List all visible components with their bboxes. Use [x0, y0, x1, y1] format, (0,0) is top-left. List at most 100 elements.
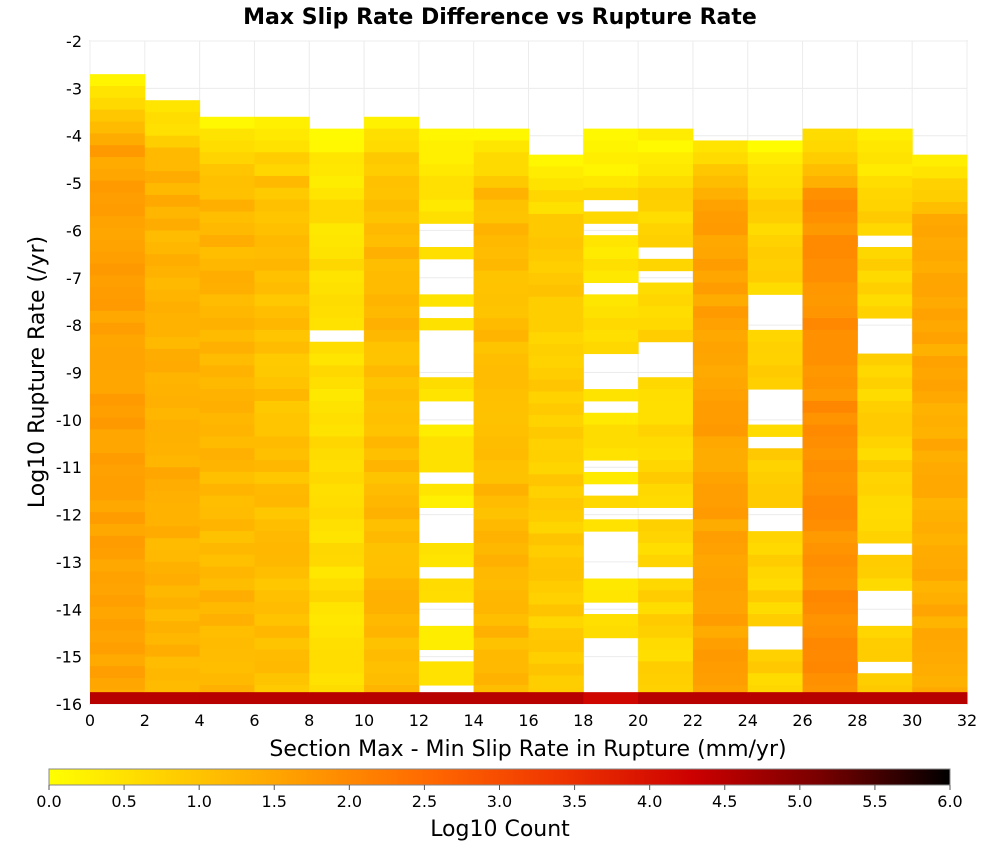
colorbar: [48, 768, 951, 786]
heatmap-cell: [254, 365, 310, 378]
heatmap-cell: [802, 235, 858, 248]
heatmap-cell: [473, 590, 529, 603]
heatmap-cell: [692, 389, 749, 402]
heatmap-cell: [802, 542, 858, 556]
heatmap-cell: [857, 483, 913, 497]
heatmap-cell: [857, 554, 913, 568]
heatmap-cell: [199, 400, 255, 414]
heatmap-cell: [309, 590, 365, 603]
heatmap-cell: [90, 654, 146, 667]
heatmap-cell: [583, 270, 639, 284]
heatmap-cell: [144, 443, 201, 456]
heatmap-cell: [254, 270, 310, 284]
heatmap-cell: [144, 265, 201, 279]
heatmap-cell: [747, 353, 804, 366]
heatmap-cell: [747, 448, 804, 461]
heatmap-cell: [528, 308, 584, 321]
y-tick-label: -9: [66, 364, 82, 383]
heatmap-cell: [802, 128, 858, 141]
heatmap-cell: [364, 436, 420, 449]
heatmap-cell: [692, 353, 749, 366]
heatmap-cell: [912, 450, 968, 463]
heatmap-cell: [199, 353, 255, 366]
heatmap-cell: [692, 294, 749, 307]
heatmap-cell: [473, 412, 529, 426]
heatmap-cell: [912, 675, 968, 688]
heatmap-cell: [638, 460, 694, 473]
heatmap-cell: [747, 531, 804, 544]
heatmap-cell: [309, 152, 365, 165]
y-tick-label: -5: [66, 174, 82, 193]
heatmap-cell: [199, 223, 255, 236]
heatmap-cell: [638, 483, 694, 497]
heatmap-cell: [528, 284, 584, 298]
heatmap-cell: [309, 187, 365, 201]
heatmap-cell: [473, 164, 529, 177]
heatmap-cell: [199, 519, 255, 532]
heatmap-cell: [802, 483, 858, 497]
heatmap-cell: [199, 614, 255, 627]
heatmap-cell: [857, 282, 913, 295]
heatmap-cell: [473, 471, 529, 485]
heatmap-cell: [254, 614, 310, 627]
heatmap-cell: [692, 270, 749, 284]
heatmap-cell: [144, 550, 201, 563]
colorbar-tick-label: 3.0: [487, 792, 512, 811]
heatmap-cell: [90, 606, 146, 620]
heatmap-cell: [254, 329, 310, 343]
colorbar-tick-label: 2.5: [412, 792, 437, 811]
heatmap-cell: [473, 625, 529, 639]
heatmap-cell: [254, 306, 310, 319]
heatmap-cell: [857, 625, 913, 639]
heatmap-cell: [309, 282, 365, 295]
heatmap-cell: [144, 123, 201, 137]
heatmap-cell: [802, 389, 858, 402]
heatmap-cell: [747, 152, 804, 165]
heatmap-cell: [254, 187, 310, 201]
heatmap-cell: [692, 507, 749, 520]
heatmap-cell: [199, 377, 255, 390]
heatmap-cell: [90, 239, 146, 253]
heatmap-cell: [199, 306, 255, 319]
heatmap-cell: [364, 247, 420, 260]
heatmap-cell: [583, 187, 639, 201]
heatmap-cell: [473, 519, 529, 532]
heatmap-cell: [802, 578, 858, 591]
heatmap-cell: [309, 495, 365, 508]
heatmap-cell: [473, 602, 529, 615]
heatmap-cell: [254, 495, 310, 508]
heatmap-cell: [912, 154, 968, 167]
heatmap-cell: [364, 211, 420, 224]
heatmap-cell: [857, 531, 913, 544]
heatmap-cell: [528, 237, 584, 250]
x-tick-label: 26: [792, 711, 812, 730]
heatmap-cell: [254, 566, 310, 580]
colorbar-tick-label: 4.0: [637, 792, 662, 811]
heatmap-cell: [912, 237, 968, 250]
heatmap-cell: [528, 521, 584, 535]
colorbar-tick-label: 0.5: [111, 792, 136, 811]
heatmap-cell: [692, 424, 749, 437]
heatmap-cell: [309, 258, 365, 272]
heatmap-cell: [583, 578, 639, 591]
heatmap-cell: [309, 377, 365, 390]
heatmap-cell: [473, 353, 529, 366]
heatmap-cell: [802, 223, 858, 236]
heatmap-cell: [144, 254, 201, 267]
heatmap-cell: [90, 476, 146, 490]
heatmap-cell: [90, 299, 146, 312]
heatmap-cell: [364, 306, 420, 319]
heatmap-cell: [802, 164, 858, 177]
heatmap-cell: [144, 538, 201, 551]
heatmap-cell: [254, 424, 310, 437]
heatmap-cell: [144, 277, 201, 291]
heatmap-cell-bottom: [802, 692, 858, 704]
heatmap-cell: [309, 649, 365, 662]
heatmap-cell: [638, 685, 694, 693]
heatmap-cell: [309, 412, 365, 426]
heatmap-cell: [802, 270, 858, 284]
heatmap-cell: [364, 602, 420, 615]
heatmap-cell: [528, 651, 584, 665]
heatmap-cell: [364, 152, 420, 165]
heatmap-cell: [144, 514, 201, 527]
